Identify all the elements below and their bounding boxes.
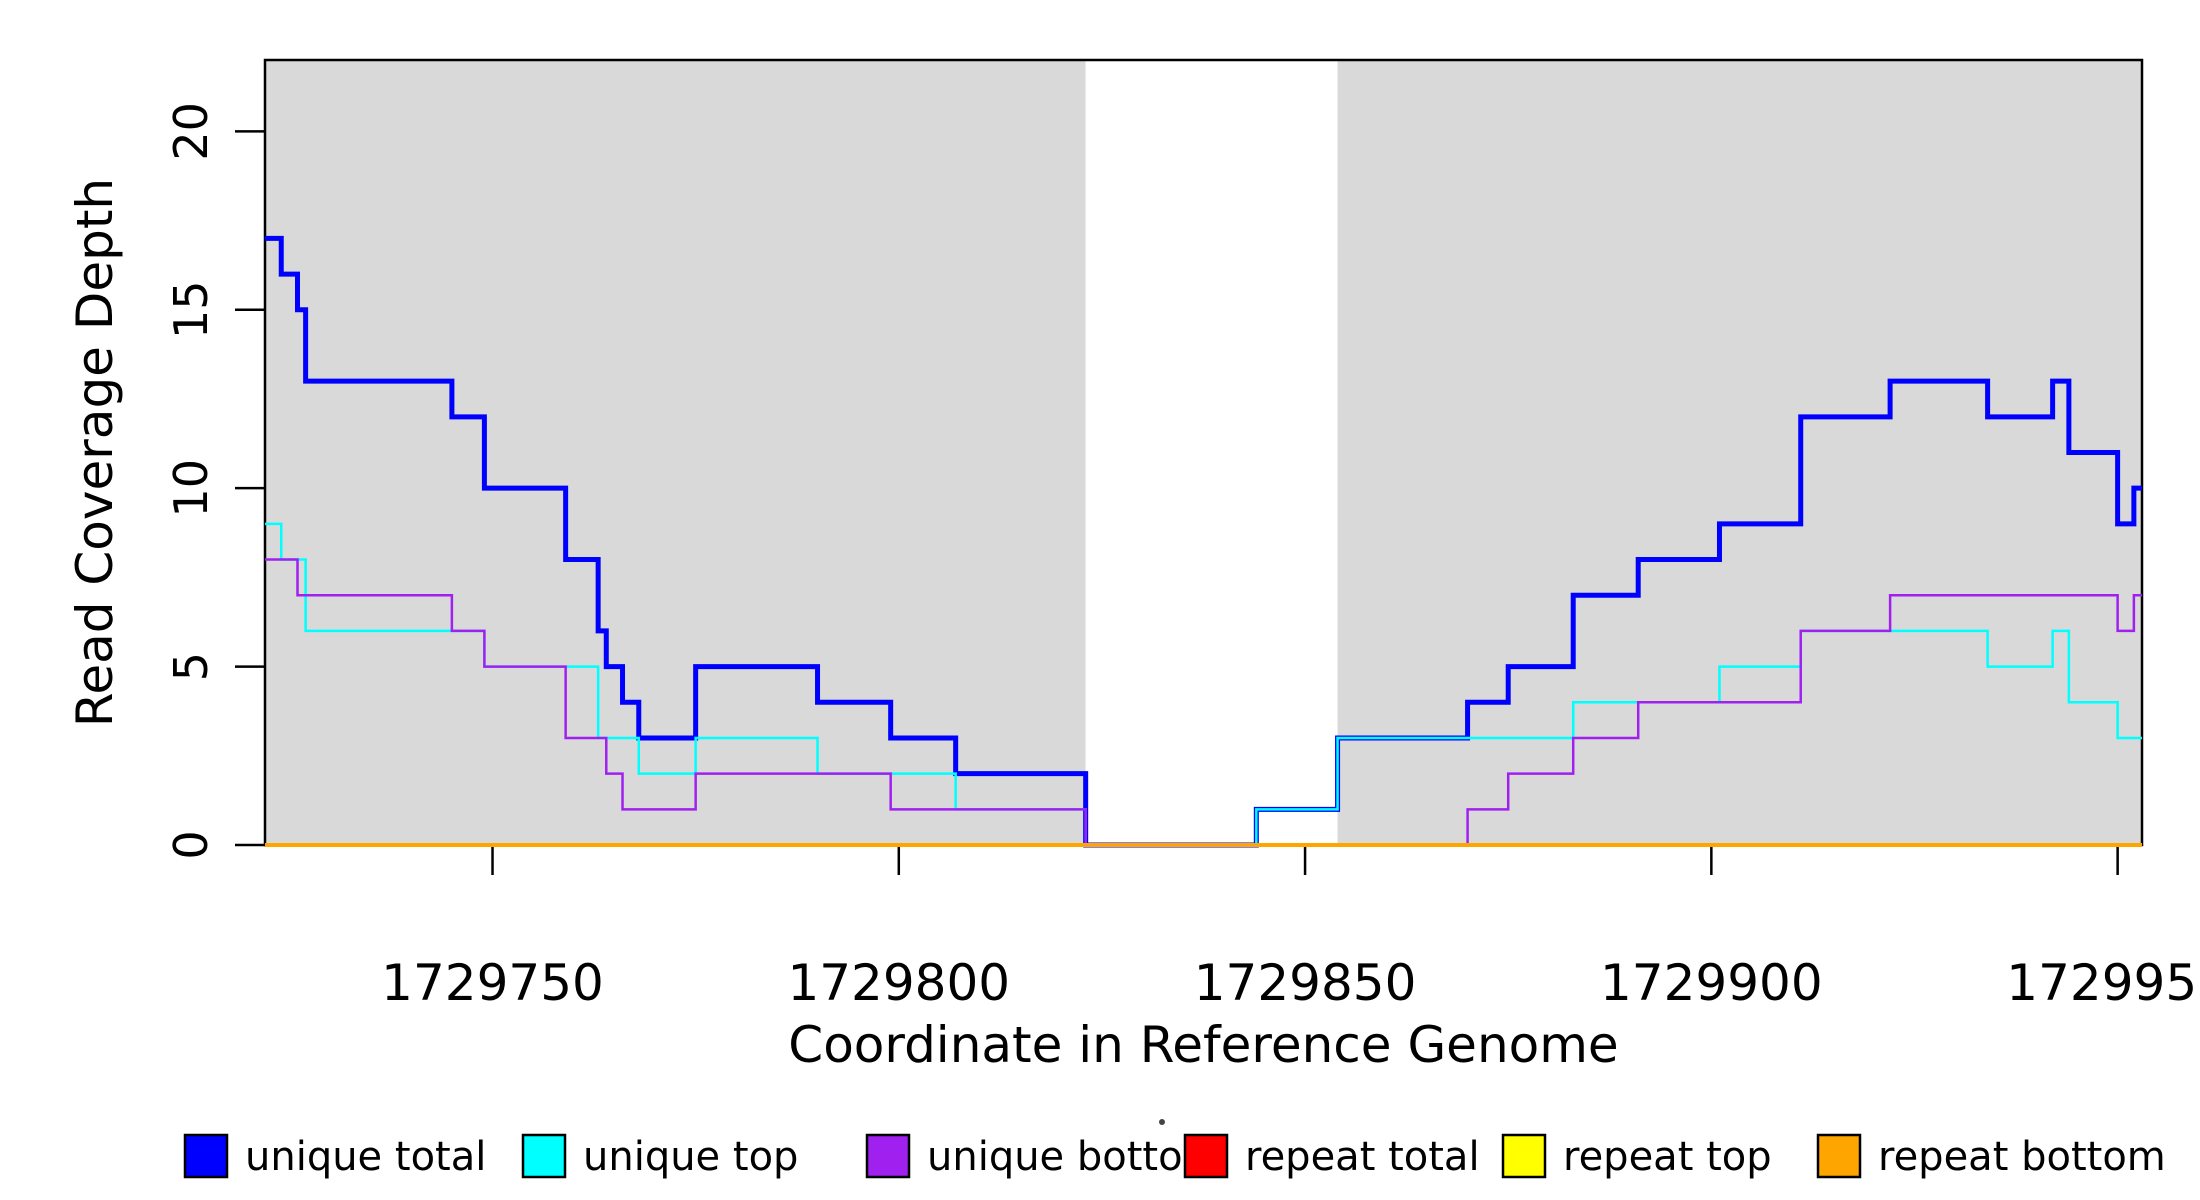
x-tick-label: 1729800 <box>787 954 1010 1012</box>
legend-label: unique bottom <box>927 1134 1222 1180</box>
legend-label: repeat bottom <box>1878 1134 2166 1180</box>
band-shaded-right <box>1337 60 2142 845</box>
legend-item-unique-bottom: unique bottom <box>865 1133 1222 1180</box>
x-axis-title: Coordinate in Reference Genome <box>788 1016 1618 1074</box>
legend-swatch-unique-top <box>521 1133 567 1179</box>
legend-label: repeat total <box>1245 1134 1480 1180</box>
legend-item-repeat-total: repeat total <box>1183 1133 1480 1180</box>
y-tick-label: 0 <box>164 830 218 859</box>
legend-item-unique-top: unique top <box>521 1133 798 1180</box>
band-shaded-left <box>265 60 1086 845</box>
legend-item-repeat-top: repeat top <box>1501 1133 1772 1180</box>
stray-dot <box>1159 1119 1165 1125</box>
legend-swatch-unique-bottom <box>865 1133 911 1179</box>
legend-item-repeat-bottom: repeat bottom <box>1816 1133 2166 1180</box>
legend-swatch-repeat-bottom <box>1816 1133 1862 1179</box>
legend-label: unique total <box>245 1134 486 1180</box>
band-gap-white <box>1085 60 1338 845</box>
x-tick-label: 1729750 <box>381 954 604 1012</box>
legend-item-unique-total: unique total <box>183 1133 486 1180</box>
x-tick-label: 1729900 <box>1600 954 1823 1012</box>
y-axis-title: Read Coverage Depth <box>66 178 124 727</box>
legend-swatch-repeat-top <box>1501 1133 1547 1179</box>
series-unique-bottom <box>265 558 2142 847</box>
y-tick-label: 10 <box>164 459 218 518</box>
y-tick-label: 20 <box>164 102 218 161</box>
legend-label: unique top <box>583 1134 798 1180</box>
y-tick-label: 15 <box>164 280 218 339</box>
x-tick-label: 1729850 <box>1194 954 1417 1012</box>
legend-swatch-unique-total <box>183 1133 229 1179</box>
legend-swatch-repeat-total <box>1183 1133 1229 1179</box>
y-tick-label: 5 <box>164 652 218 681</box>
legend-label: repeat top <box>1563 1134 1772 1180</box>
